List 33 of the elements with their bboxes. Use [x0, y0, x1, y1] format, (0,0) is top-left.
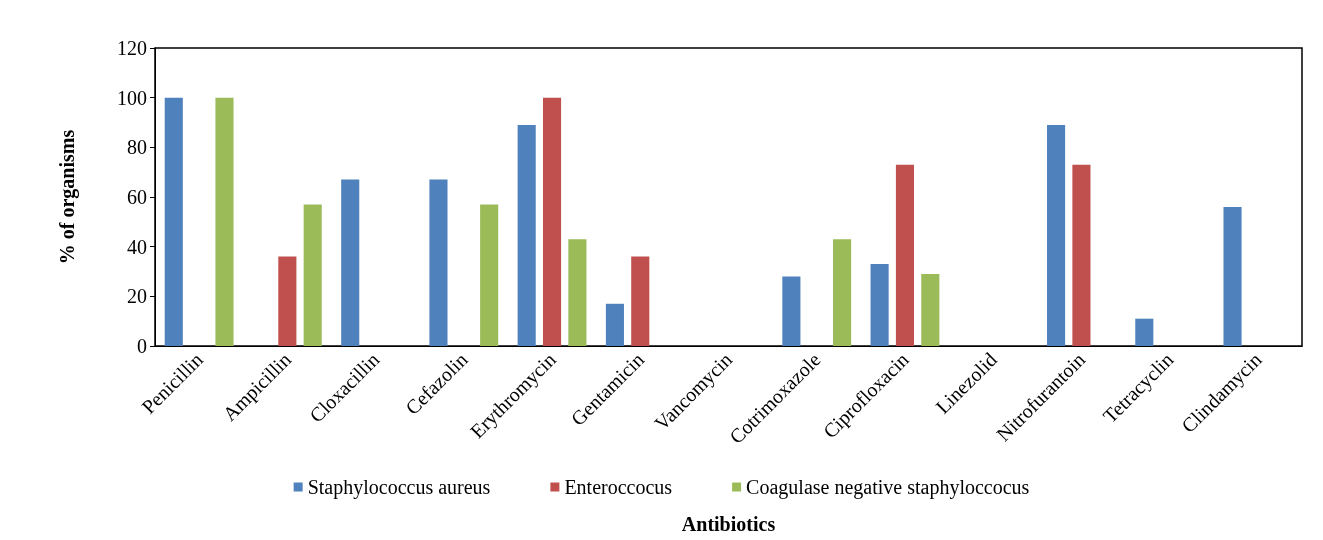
legend-label: Enteroccocus	[564, 476, 673, 498]
bar	[895, 164, 915, 346]
y-tick-label: 60	[127, 186, 147, 208]
bar	[517, 124, 536, 346]
bar	[870, 264, 889, 346]
bar	[1072, 164, 1091, 346]
bar	[1135, 318, 1154, 346]
bar	[429, 179, 448, 346]
x-axis-title: Antibiotics	[681, 513, 776, 535]
bar	[631, 256, 650, 346]
bar	[278, 256, 297, 346]
bar	[215, 97, 234, 346]
bar	[542, 97, 562, 346]
bar	[341, 179, 360, 346]
legend-label: Coagulase negative staphyloccocus	[746, 476, 1030, 499]
bar	[303, 204, 322, 346]
bar	[1047, 124, 1066, 346]
bar	[782, 276, 801, 346]
y-tick-label: 20	[127, 285, 147, 308]
bar	[164, 97, 183, 346]
y-tick-label: 80	[127, 136, 147, 159]
bar	[921, 273, 940, 346]
legend-label: Staphylococcus aureus	[307, 476, 491, 499]
bar	[605, 303, 624, 346]
bar	[833, 239, 852, 346]
y-tick-label: 100	[117, 86, 147, 109]
bar	[480, 204, 499, 346]
bar	[1223, 206, 1242, 346]
y-tick-label: 120	[117, 37, 147, 59]
y-axis-title: % of organisms	[56, 129, 79, 265]
y-tick-label: 40	[127, 235, 147, 258]
y-tick-label: 0	[137, 335, 147, 357]
bar	[568, 239, 587, 346]
